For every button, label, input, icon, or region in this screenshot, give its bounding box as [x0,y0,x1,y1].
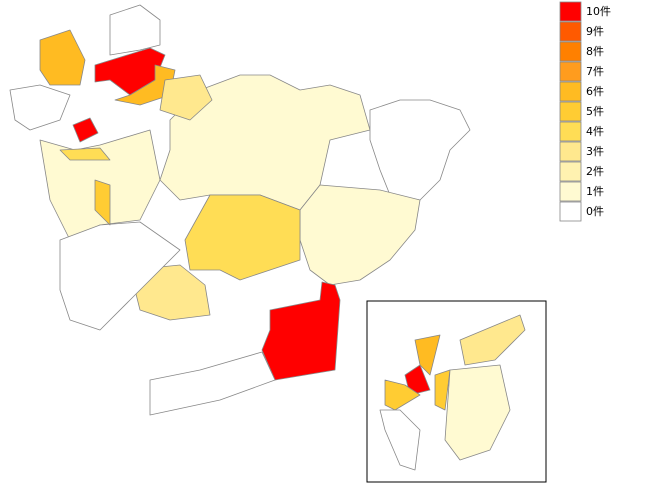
legend-swatch [559,161,582,182]
legend-label: 6件 [586,85,604,98]
region [59,221,181,331]
legend-swatch [559,61,582,82]
legend-label: 2件 [586,165,604,178]
region [379,409,421,471]
region [109,4,161,56]
legend-label: 3件 [586,145,604,158]
region [414,334,441,376]
region [459,314,526,366]
inset-frame [366,300,547,483]
legend-swatch [559,201,582,222]
legend-swatch [559,181,582,202]
region [59,147,111,161]
legend-swatch [559,101,582,122]
legend-label: 4件 [586,125,604,138]
legend-swatch [559,41,582,62]
region [444,364,511,461]
region [434,369,451,411]
region [184,194,301,281]
legend: 10件 9件 8件 7件 6件 5件 4件 3件 2件 1件 0件 [559,1,611,222]
region [384,379,421,411]
legend-label: 1件 [586,185,604,198]
regions [9,4,526,471]
region [369,99,471,201]
legend-swatch [559,1,582,22]
legend-label: 8件 [586,45,604,58]
legend-swatch [559,121,582,142]
region [159,74,371,211]
region [261,281,341,381]
region [149,351,276,416]
region [94,179,111,226]
region [299,184,421,286]
region [159,74,213,121]
legend-swatch [559,21,582,42]
region [9,84,71,131]
legend-label: 10件 [586,5,611,18]
legend-swatch [559,81,582,102]
legend-swatch [559,141,582,162]
legend-label: 7件 [586,65,604,78]
legend-label: 0件 [586,205,604,218]
region [114,64,176,106]
region [39,29,86,86]
legend-label: 5件 [586,105,604,118]
legend-label: 9件 [586,25,604,38]
region [72,117,99,143]
